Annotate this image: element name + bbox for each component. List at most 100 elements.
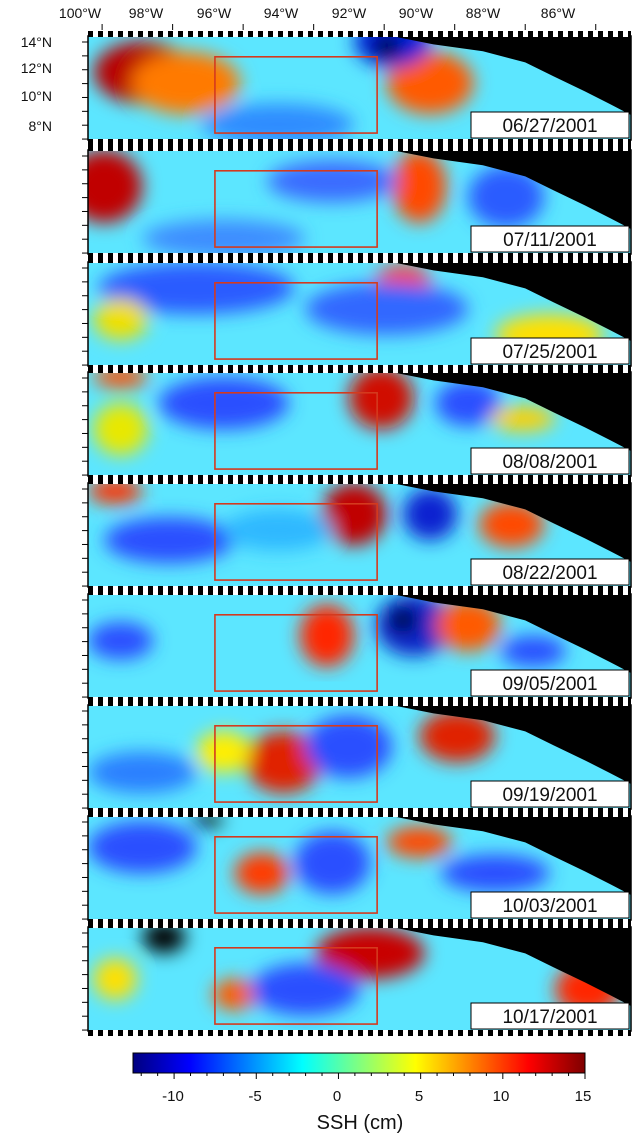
frame-scale-segment [278, 700, 283, 706]
frame-scale-segment [608, 253, 613, 259]
ssh-anomaly [88, 751, 197, 794]
frame-scale-segment [518, 589, 523, 595]
frame-scale-segment [248, 145, 253, 151]
frame-scale-segment [438, 1030, 443, 1036]
panel-date: 10/17/2001 [502, 1007, 597, 1028]
frame-scale-segment [308, 257, 313, 263]
frame-scale-segment [233, 145, 238, 151]
frame-scale-segment [248, 811, 253, 817]
frame-scale-segment [578, 31, 583, 37]
frame-scale-segment [173, 1030, 178, 1036]
frame-scale-segment [123, 139, 128, 145]
frame-scale-segment [608, 139, 613, 145]
frame-scale-segment [98, 253, 103, 259]
ssh-anomaly [468, 165, 545, 228]
frame-scale-segment [388, 589, 393, 595]
frame-scale-segment [583, 589, 588, 595]
frame-scale-segment [458, 31, 463, 37]
frame-scale-segment [148, 253, 153, 259]
frame-scale-segment [178, 253, 183, 259]
frame-scale-segment [218, 589, 223, 595]
frame-scale-segment [128, 1030, 133, 1036]
frame-scale-segment [523, 139, 528, 145]
frame-scale-segment [398, 31, 403, 37]
frame-scale-segment [423, 367, 428, 373]
frame-scale-segment [453, 811, 458, 817]
panel-date: 10/03/2001 [502, 896, 597, 917]
frame-scale-segment [228, 145, 233, 151]
frame-scale-segment [108, 257, 113, 263]
frame-scale-segment [93, 145, 98, 151]
frame-scale-segment [413, 253, 418, 259]
frame-scale-segment [463, 478, 468, 484]
ssh-anomaly [196, 731, 251, 773]
frame-scale-segment [513, 700, 518, 706]
frame-scale-segment [608, 589, 613, 595]
frame-scale-segment [358, 589, 363, 595]
colorbar-ticks [140, 1073, 586, 1079]
frame-scale-segment [358, 478, 363, 484]
frame-scale-segment [563, 589, 568, 595]
frame-scale-segment [518, 1030, 523, 1036]
frame-scale-segment [153, 1030, 158, 1036]
frame-scale-segment [473, 589, 478, 595]
frame-scale-segment [588, 253, 593, 259]
frame-scale-segment [183, 589, 188, 595]
frame-scale-segment [378, 145, 383, 151]
frame-scale-segment [353, 31, 358, 37]
frame-scale-segment [223, 922, 228, 928]
frame-scale-segment [558, 139, 563, 145]
frame-scale-segment [563, 700, 568, 706]
frame-scale-segment [133, 253, 138, 259]
frame-scale-segment [528, 700, 533, 706]
frame-scale-segment [393, 253, 398, 259]
frame-scale-segment [628, 145, 631, 151]
frame-scale-segment [333, 31, 338, 37]
frame-scale-segment [108, 922, 113, 928]
frame-scale-segment [623, 811, 628, 817]
frame-scale-segment [283, 31, 288, 37]
frame-scale-segment [363, 700, 368, 706]
frame-scale-segment [153, 257, 158, 263]
frame-scale-segment [103, 257, 108, 263]
frame-scale-segment [493, 478, 498, 484]
frame-scale-segment [148, 367, 153, 373]
frame-scale-segment [603, 145, 608, 151]
frame-scale-segment [93, 257, 98, 263]
frame-scale-segment [438, 478, 443, 484]
frame-scale-segment [363, 922, 368, 928]
frame-scale-segment [388, 922, 393, 928]
frame-scale-segment [198, 31, 203, 37]
ssh-anomaly [389, 607, 417, 633]
frame-scale-segment [138, 253, 143, 259]
frame-scale-segment [153, 31, 158, 37]
date-label-box [470, 558, 630, 586]
frame-scale-segment [473, 257, 478, 263]
frame-scale-segment [553, 1030, 558, 1036]
frame-scale-segment [148, 478, 153, 484]
frame-scale-segment [153, 811, 158, 817]
colorbar: -10 -5 0 5 10 15 SSH (cm) [132, 1052, 591, 1134]
frame-scale-segment [458, 478, 463, 484]
frame-scale-segment [403, 139, 408, 145]
frame-scale-segment [618, 922, 623, 928]
frame-scale-segment [608, 257, 613, 263]
frame-scale-segment [93, 922, 98, 928]
frame-scale-segment [508, 478, 513, 484]
frame-scale-segment [548, 139, 553, 145]
frame-scale-segment [368, 811, 373, 817]
frame-scale-segment [628, 700, 631, 706]
frame-scale-segment [233, 367, 238, 373]
frame-scale-segment [108, 700, 113, 706]
frame-scale-segment [113, 700, 118, 706]
lon-label: 96°W [197, 5, 232, 21]
land-mask [391, 816, 631, 896]
ssh-anomaly [348, 372, 414, 430]
anomaly-layer [88, 483, 545, 564]
frame-scale-segment [553, 253, 558, 259]
frame-scale-segment [628, 31, 631, 37]
frame-scale-segment [223, 589, 228, 595]
frame-scale-segment [353, 257, 358, 263]
frame-scale-segment [453, 1030, 458, 1036]
frame-scale-segment [523, 811, 528, 817]
